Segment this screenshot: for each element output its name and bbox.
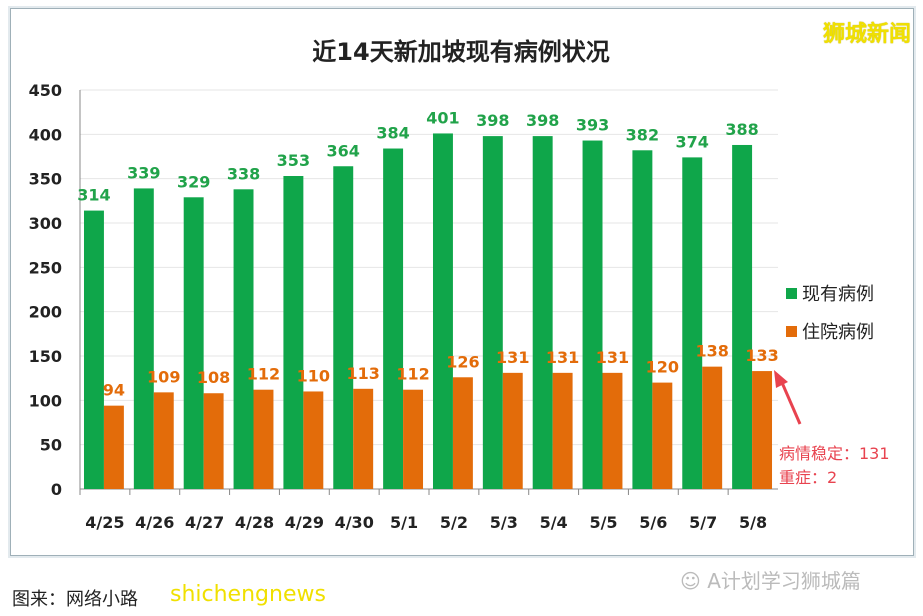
bar-hospitalized <box>552 372 573 489</box>
data-label: 374 <box>676 132 709 151</box>
x-tick-label: 4/29 <box>285 513 324 532</box>
data-label: 131 <box>596 348 629 367</box>
bar-hospitalized <box>253 389 274 489</box>
y-tick-label: 450 <box>29 81 62 100</box>
arrowhead <box>774 370 788 388</box>
data-label: 120 <box>646 358 679 377</box>
data-label: 384 <box>376 124 409 143</box>
bar-hospitalized <box>602 372 623 489</box>
y-tick-label: 0 <box>51 480 62 499</box>
bar-active <box>83 210 104 489</box>
data-label: 398 <box>476 111 509 130</box>
annotation-arrow <box>778 377 802 425</box>
y-tick-label: 300 <box>29 214 62 233</box>
data-label: 398 <box>526 111 559 130</box>
bar-hospitalized <box>153 392 174 489</box>
chart-frame <box>10 8 914 556</box>
data-label: 138 <box>695 342 728 361</box>
y-tick-label: 250 <box>29 258 62 277</box>
data-label: 131 <box>496 348 529 367</box>
bar-hospitalized <box>303 391 324 489</box>
data-label: 388 <box>725 120 758 139</box>
bar-hospitalized <box>452 377 473 489</box>
annotation-line2: 重症：2 <box>779 468 838 487</box>
x-tick-label: 5/6 <box>639 513 667 532</box>
y-tick-label: 350 <box>29 170 62 189</box>
data-label: 339 <box>127 163 160 182</box>
y-tick-label: 150 <box>29 347 62 366</box>
bar-hospitalized <box>103 405 124 489</box>
data-label: 401 <box>426 108 459 127</box>
bar-active <box>682 157 703 490</box>
bar-active <box>432 133 453 490</box>
x-tick-label: 4/25 <box>85 513 124 532</box>
legend-label: 现有病例 <box>802 284 874 305</box>
x-tick-label: 5/5 <box>589 513 617 532</box>
data-label: 110 <box>297 366 330 385</box>
bar-active <box>333 166 354 489</box>
bar-hospitalized <box>502 372 523 489</box>
bar-active <box>383 148 404 489</box>
data-label: 112 <box>396 365 429 384</box>
data-label: 382 <box>626 125 659 144</box>
x-tick-label: 4/27 <box>185 513 224 532</box>
data-label: 338 <box>227 164 260 183</box>
bar-active <box>183 197 204 489</box>
legend-swatch <box>786 326 797 337</box>
bar-active <box>532 136 553 489</box>
bar-active <box>582 140 603 490</box>
data-label: 108 <box>197 368 230 387</box>
source-caption: 图来：网络小路 <box>12 589 138 610</box>
x-tick-label: 4/30 <box>335 513 374 532</box>
bar-hospitalized <box>403 389 424 489</box>
y-tick-label: 50 <box>40 436 62 455</box>
data-label: 131 <box>546 348 579 367</box>
x-tick-label: 4/28 <box>235 513 274 532</box>
annotation: 病情稳定：131 重症：2 <box>779 442 890 490</box>
data-label: 353 <box>277 151 310 170</box>
bar-hospitalized <box>353 388 374 489</box>
data-label: 112 <box>247 365 280 384</box>
y-tick-label: 400 <box>29 125 62 144</box>
legend-swatch <box>786 288 797 299</box>
data-label: 126 <box>446 352 479 371</box>
data-label: 94 <box>103 381 125 400</box>
bar-active <box>632 150 653 489</box>
data-label: 133 <box>745 346 778 365</box>
data-label: 364 <box>327 141 360 160</box>
bar-active <box>283 176 304 490</box>
bar-hospitalized <box>203 393 224 489</box>
x-tick-label: 5/8 <box>739 513 767 532</box>
data-label: 393 <box>576 116 609 135</box>
data-label: 109 <box>147 367 180 386</box>
y-tick-label: 200 <box>29 303 62 322</box>
bar-active <box>233 189 254 489</box>
wechat-account: ☺ A计划学习狮城篇 <box>680 565 861 594</box>
bar-active <box>133 188 154 490</box>
x-tick-label: 5/4 <box>540 513 568 532</box>
data-label: 329 <box>177 172 210 191</box>
bar-chart: 近14天新加坡现有病例状况 0 50 100 150 200 250 300 350 400 450… <box>29 38 874 532</box>
brand-logo: 狮城新闻 <box>822 22 911 47</box>
bar-active <box>482 136 503 489</box>
bar-hospitalized <box>702 366 723 489</box>
annotation-line1: 病情稳定：131 <box>779 444 890 463</box>
bar-active <box>732 144 753 489</box>
wechat-icon: ☺ <box>680 569 708 593</box>
data-label: 314 <box>77 186 110 205</box>
x-tick-label: 5/2 <box>440 513 468 532</box>
bar-hospitalized <box>652 382 673 489</box>
data-label: 113 <box>346 364 379 383</box>
bar-hospitalized <box>752 371 773 489</box>
wechat-name: A计划学习狮城篇 <box>707 569 861 593</box>
x-tick-label: 4/26 <box>135 513 174 532</box>
x-tick-label: 5/7 <box>689 513 717 532</box>
watermark: shichengnews <box>170 582 326 607</box>
y-tick-label: 100 <box>29 391 62 410</box>
legend-label: 住院病例 <box>802 322 874 343</box>
x-tick-label: 5/1 <box>390 513 418 532</box>
x-tick-label: 5/3 <box>490 513 518 532</box>
chart-title: 近14天新加坡现有病例状况 <box>312 38 609 66</box>
